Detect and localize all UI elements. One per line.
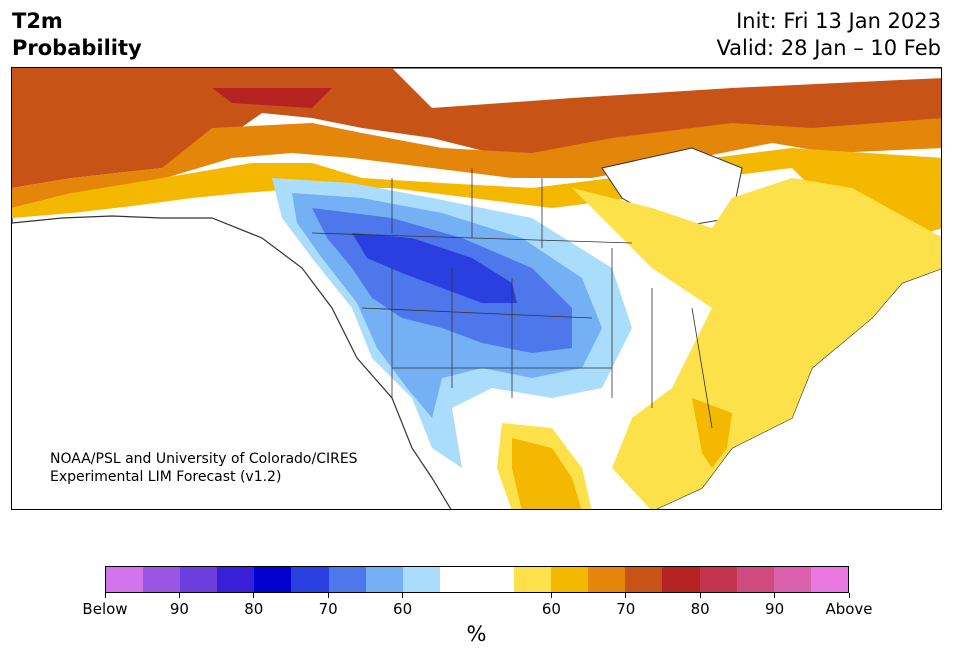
warm-60-florida [692,398,732,468]
warm-55-east [572,178,941,509]
colorbar-swatch [328,567,366,592]
credit-line-2: Experimental LIM Forecast (v1.2) [50,469,282,485]
colorbar-tick-label: 70 [616,600,636,618]
colorbar-tick-label: 80 [244,600,264,618]
colorbar [105,566,849,593]
colorbar-swatch [588,567,626,592]
colorbar-swatch [439,567,477,592]
credit-line-1: NOAA/PSL and University of Colorado/CIRE… [50,451,358,467]
colorbar-tick [848,593,850,598]
valid-period: Valid: 28 Jan – 10 Feb [716,36,941,60]
colorbar-swatch [551,567,589,592]
colorbar-tick-label: 90 [169,600,189,618]
colorbar-swatch [773,567,811,592]
probability-map: NOAA/PSL and University of Colorado/CIRE… [11,67,942,510]
warm-75-yukon [212,88,332,108]
map-canvas [12,68,941,509]
init-date: Init: Fri 13 Jan 2023 [736,9,941,33]
colorbar-swatch [217,567,255,592]
colorbar-swatch [514,567,552,592]
colorbar-tick-label: 60 [541,600,561,618]
map-credit: NOAA/PSL and University of Colorado/CIRE… [50,450,358,486]
warm-60-mexico [512,438,582,509]
colorbar-tick [104,593,106,598]
forecast-dates: Init: Fri 13 Jan 2023 Valid: 28 Jan – 10… [716,8,941,62]
colorbar-swatch [180,567,218,592]
colorbar-tick-label: 70 [318,600,338,618]
political-borders [311,168,713,429]
colorbar-swatch [736,567,774,592]
colorbar-tick [253,593,255,598]
colorbar-swatch [625,567,663,592]
colorbar-tick [327,593,329,598]
map-title: T2m Probability [12,8,142,62]
colorbar-swatch [365,567,403,592]
title-line-1: T2m [12,9,63,33]
colorbar-swatch [291,567,329,592]
colorbar-swatch [810,567,848,592]
colorbar-tick [774,593,776,598]
colorbar-unit: % [466,622,487,646]
colorbar-swatch [143,567,181,592]
colorbar-tick-label: 80 [690,600,710,618]
colorbar-tick-label: 90 [765,600,785,618]
colorbar-tick [625,593,627,598]
warm-65-north [12,118,941,208]
colorbar-ticks [104,593,850,601]
colorbar-tick-label: 60 [393,600,413,618]
cold-70 [352,233,517,303]
colorbar-swatch [662,567,700,592]
colorbar-swatch [106,567,144,592]
colorbar-tick-label: Above [825,600,873,618]
colorbar-swatch [699,567,737,592]
colorbar-tick [178,593,180,598]
colorbar-swatch [402,567,440,592]
colorbar-tick [550,593,552,598]
colorbar-tick [402,593,404,598]
colorbar-swatch [476,567,515,592]
title-line-2: Probability [12,36,142,60]
colorbar-tick [699,593,701,598]
colorbar-swatch [254,567,292,592]
colorbar-tick-label: Below [82,600,128,618]
